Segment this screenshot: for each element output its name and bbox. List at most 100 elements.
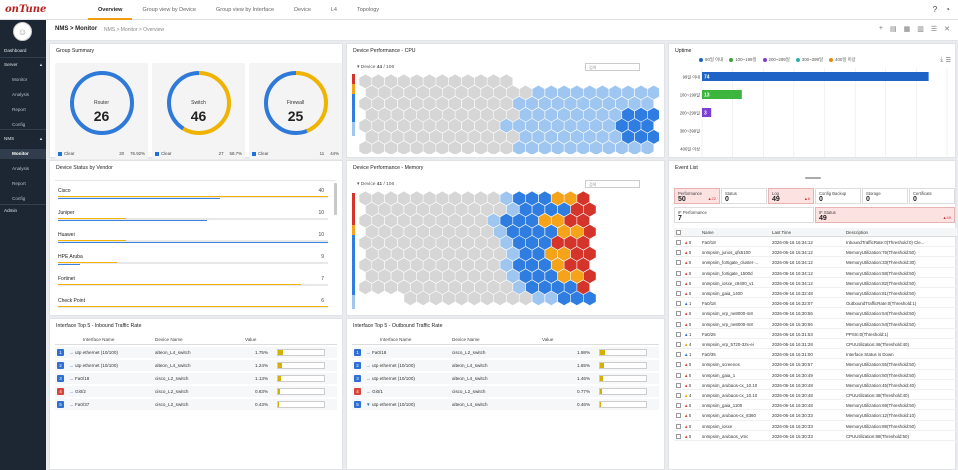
- table-row[interactable]: ▲ 5 snmpsim_iosxe_c9400_v1 2026-06-16 16:34…: [674, 279, 957, 288]
- table-row[interactable]: ▲ 5 Fa0/18 2026-06-16 16:34:12 InboundTraffi…: [674, 238, 957, 248]
- table-row[interactable]: ▲ 5 snmpsim_vrp_ne8000-m8 2026-06-16 16:30:…: [674, 320, 957, 329]
- event-filter-performance[interactable]: Performance 50 ▲22: [674, 188, 720, 204]
- scrollbar[interactable]: [334, 183, 337, 215]
- uptime-bar[interactable]: [702, 72, 929, 81]
- table-row[interactable]: 5 → Fa0/37 cisco_L2_switch 0.43%: [55, 399, 337, 410]
- row-checkbox[interactable]: [676, 311, 681, 317]
- tab-overview[interactable]: Overview: [88, 0, 133, 20]
- app-logo[interactable]: onTune: [5, 4, 47, 15]
- row-checkbox[interactable]: [676, 393, 681, 398]
- vendor-row[interactable]: Huawei 10: [58, 229, 328, 249]
- tab-device[interactable]: Device: [294, 7, 311, 13]
- event-filter-log[interactable]: Log 49 ▲6: [768, 188, 814, 204]
- legend-item[interactable]: 100~199일: [729, 57, 757, 63]
- sidebar-item-server-monitor[interactable]: Monitor: [0, 75, 46, 85]
- vendor-row[interactable]: Cisco 40: [58, 185, 328, 205]
- save-icon[interactable]: ▤: [889, 26, 897, 33]
- tab-group-view-by-device[interactable]: Group view by Device: [142, 7, 196, 13]
- memory-hex-map[interactable]: [359, 191, 659, 316]
- sidebar-item-nms-report[interactable]: Report: [0, 179, 46, 189]
- sidebar-item-nms[interactable]: NMS ▲: [0, 134, 46, 144]
- legend-item[interactable]: 200~299일: [762, 57, 790, 63]
- layout-icon[interactable]: ▥: [917, 26, 924, 33]
- avatar[interactable]: ☺: [13, 22, 32, 41]
- cpu-hex-map[interactable]: [359, 74, 659, 154]
- sidebar-item-nms-monitor[interactable]: Monitor: [0, 149, 46, 159]
- table-row[interactable]: 4 → Gi0/2 cisco_L2_switch 0.83%: [55, 386, 337, 397]
- event-filter-storage[interactable]: Storage 0: [862, 188, 908, 204]
- vendor-row[interactable]: Juniper 10: [58, 207, 328, 227]
- column-header[interactable]: Description: [846, 230, 868, 235]
- table-row[interactable]: 4 → Gi0/1 cisco_L2_switch 0.77%: [352, 386, 659, 397]
- event-filter-config-backup[interactable]: Config Backup 0: [815, 188, 861, 204]
- legend-item[interactable]: 400일 이상: [829, 57, 856, 63]
- row-checkbox[interactable]: [676, 260, 681, 266]
- drag-handle[interactable]: [805, 177, 821, 179]
- sidebar-item-server[interactable]: Server ▲: [0, 60, 46, 70]
- row-checkbox[interactable]: [676, 372, 681, 378]
- row-checkbox[interactable]: [676, 250, 681, 256]
- table-row[interactable]: ▲ 1 Fa0/35 2026-06-16 16:31:00 Interface Sta…: [674, 350, 957, 360]
- search-input[interactable]: 검색: [585, 180, 640, 188]
- column-header[interactable]: Interface Name: [380, 337, 412, 342]
- vendor-row[interactable]: HPE Aruba 9: [58, 251, 328, 271]
- table-row[interactable]: ▲ 1 Fa0/18 2026-06-16 16:32:07 OutboundTraff…: [674, 299, 957, 309]
- row-checkbox[interactable]: [676, 362, 681, 368]
- column-header[interactable]: Last Time: [772, 230, 792, 235]
- event-filter-if-status[interactable]: IF Status 49 ▲49: [815, 207, 955, 223]
- tab-l4[interactable]: L4: [330, 7, 337, 13]
- table-row[interactable]: ▲ 5 snmpsim_gaia_1400 2026-06-16 16:32:48 Me…: [674, 289, 957, 299]
- vendor-row[interactable]: Check Point 6: [58, 295, 328, 315]
- table-row[interactable]: ▲ 4 snmpsim_arubaos-cx_10.10 2026-06-16 16:…: [674, 391, 957, 401]
- row-checkbox[interactable]: [676, 433, 681, 439]
- sidebar-item-nms-analysis[interactable]: Analysis: [0, 164, 46, 174]
- group-card-router[interactable]: Router 26 Clear 20 76.92%: [55, 63, 148, 159]
- user-icon[interactable]: ◔: [945, 5, 950, 14]
- row-checkbox[interactable]: [676, 403, 681, 409]
- table-row[interactable]: ▲ 5 snmpsim_vrp_ne8000-m8 2026-06-16 16:30:…: [674, 309, 957, 319]
- row-checkbox[interactable]: [676, 240, 681, 245]
- table-row[interactable]: ▲ 5 snmpsim_iosxe 2026-06-16 16:30:33 Memory…: [674, 422, 957, 431]
- row-checkbox[interactable]: [676, 301, 681, 307]
- row-checkbox[interactable]: [676, 291, 681, 296]
- row-checkbox[interactable]: [676, 280, 681, 286]
- sidebar-item-dashboard[interactable]: Dashboard: [4, 48, 27, 53]
- table-row[interactable]: ▲ 5 snmpsim_arubaos_vmc 2026-06-16 16:30:33…: [674, 432, 957, 441]
- download-icon[interactable]: ⤓: [940, 57, 943, 63]
- sidebar-item-nms-config[interactable]: Config: [0, 194, 46, 204]
- legend-item[interactable]: 300~399일: [795, 57, 823, 63]
- close-icon[interactable]: ✕: [944, 26, 950, 33]
- column-header[interactable]: Device Name: [452, 337, 480, 342]
- event-filter-certificate[interactable]: Certificate 0: [909, 188, 955, 204]
- row-checkbox[interactable]: [676, 423, 681, 429]
- select-all-checkbox[interactable]: [676, 230, 681, 235]
- column-header[interactable]: Device Name: [155, 337, 183, 342]
- table-row[interactable]: ▲ 5 snmpsim_gaia_1100 2026-06-16 16:30:48 Me…: [674, 401, 957, 411]
- row-checkbox[interactable]: [676, 342, 681, 347]
- table-row[interactable]: 1 → utp ethernet (10/100) alteon_L4_switch 1…: [55, 347, 337, 358]
- grid-icon[interactable]: ▦: [903, 26, 911, 33]
- table-row[interactable]: ▲ 5 snmpsim_gaia_1 2026-06-16 16:30:49 Memor…: [674, 371, 957, 380]
- group-card-firewall[interactable]: Firewall 25 Clear 11 44%: [249, 63, 342, 159]
- table-row[interactable]: ▲ 5 snmpsim_arubaos-cx_10.10 2026-06-16 16:…: [674, 381, 957, 390]
- table-row[interactable]: ▲ 5 snmpsim_fortigate_1500d 2026-06-16 16:3…: [674, 269, 957, 278]
- table-row[interactable]: 5 ▼ utp ethernet (10/100) alteon_L4_switch 0…: [352, 399, 659, 410]
- sidebar-item-server-report[interactable]: Report: [0, 105, 46, 115]
- group-card-switch[interactable]: Switch 46 Clear 27 58.7%: [152, 63, 245, 159]
- uptime-bar[interactable]: [702, 108, 712, 117]
- column-header[interactable]: Value: [542, 337, 554, 342]
- table-row[interactable]: ▲ 5 snmpsim_junos_qfx5100 2026-06-16 16:34:…: [674, 248, 957, 258]
- menu-icon[interactable]: ☰: [945, 58, 951, 64]
- column-header[interactable]: Name: [702, 230, 714, 235]
- row-checkbox[interactable]: [676, 270, 681, 276]
- sidebar-item-server-analysis[interactable]: Analysis: [0, 90, 46, 100]
- table-row[interactable]: ▲ 1 Fa0/26 2026-06-16 16:31:53 PPSIn:0(Thres…: [674, 330, 957, 339]
- vendor-row[interactable]: Fortinet 7: [58, 273, 328, 293]
- settings-icon[interactable]: ☰: [930, 26, 938, 33]
- table-row[interactable]: ▲ 4 snmpsim_vrp_5720-32x-ei 2026-06-16 16:3…: [674, 340, 957, 350]
- help-icon[interactable]: ?: [932, 5, 938, 14]
- table-row[interactable]: 3 → utp ethernet (10/100) alteon_L4_switch 1…: [352, 373, 659, 384]
- tab-group-view-by-interface[interactable]: Group view by Interface: [215, 7, 275, 13]
- table-row[interactable]: 3 → Fa0/18 cisco_L2_switch 1.13%: [55, 373, 337, 384]
- tab-topology[interactable]: Topology: [357, 7, 380, 13]
